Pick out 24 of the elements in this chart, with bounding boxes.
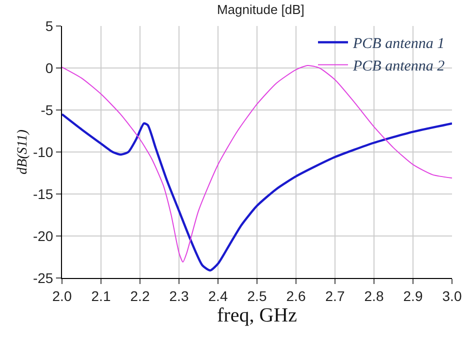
x-tick-label: 2.5 — [247, 288, 267, 304]
y-tick-label: -25 — [32, 270, 54, 286]
x-axis-title: freq, GHz — [217, 304, 298, 326]
chart-title: Magnitude [dB] — [216, 2, 304, 18]
x-tick-label: 2.9 — [403, 288, 423, 304]
y-tick-label: -20 — [32, 228, 54, 244]
line-series — [62, 113, 452, 272]
x-tick-label: 2.3 — [169, 288, 189, 304]
y-tick-label: -15 — [32, 186, 54, 202]
x-tick-label: 3.0 — [442, 288, 462, 304]
x-tick-label: 2.4 — [208, 288, 228, 304]
x-tick-label: 2.1 — [91, 288, 111, 304]
y-tick-label: -10 — [32, 144, 54, 160]
legend-label: PCB antenna 2 — [352, 58, 446, 75]
y-tick-label: 5 — [45, 18, 54, 34]
x-tick-label: 2.0 — [52, 288, 72, 304]
y-tick-label: -5 — [40, 102, 54, 118]
x-tick-label: 2.7 — [325, 288, 345, 304]
y-tick-label: 0 — [45, 60, 54, 76]
x-tick-label: 2.2 — [130, 288, 150, 304]
y-axis-title: dB(S11) — [16, 129, 31, 174]
x-tick-label: 2.8 — [364, 288, 384, 304]
legend-label: PCB antenna 1 — [352, 36, 445, 52]
x-tick-label: 2.6 — [286, 288, 306, 304]
